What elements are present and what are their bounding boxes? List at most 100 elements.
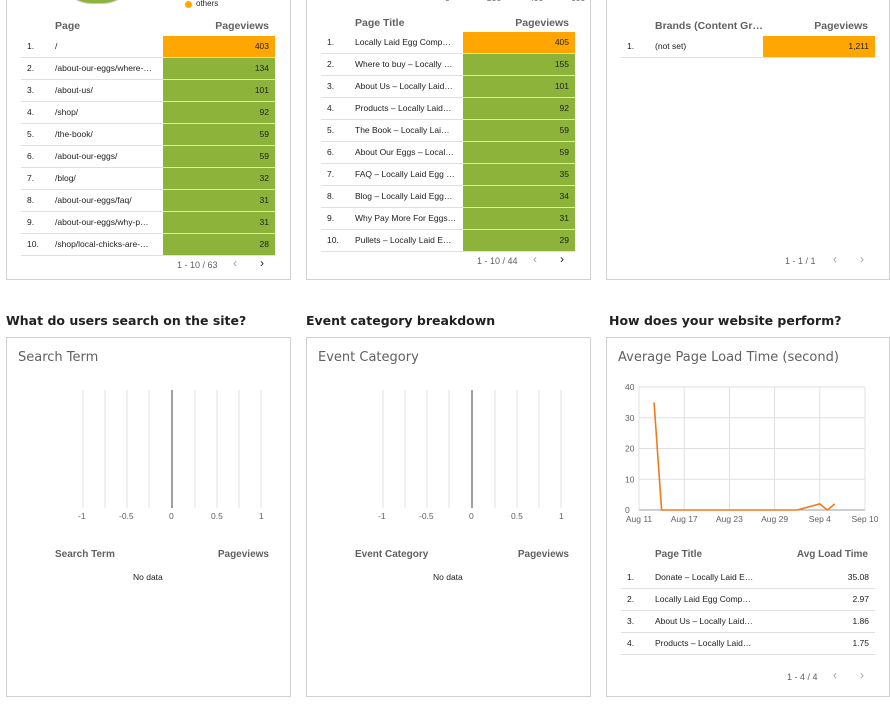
- row-value: 134: [254, 63, 269, 73]
- table-row[interactable]: 7. /blog/32: [21, 168, 275, 190]
- table-row[interactable]: 9. /about-our-eggs/why-p… 31: [21, 212, 275, 234]
- table-row[interactable]: 5. /the-book/59: [21, 124, 275, 146]
- table-row[interactable]: 2. Locally Laid Egg Comp… 2.97: [621, 589, 875, 611]
- prev-page-icon[interactable]: ‹: [833, 668, 837, 682]
- prev-page-icon[interactable]: ‹: [833, 252, 837, 266]
- col-header-pageviews[interactable]: Pageviews: [515, 17, 569, 29]
- card-title: Average Page Load Time (second): [618, 350, 839, 365]
- axis-tick: 1: [559, 511, 564, 521]
- value-bar: [463, 76, 575, 97]
- row-number: 8.: [327, 191, 335, 201]
- empty-bar-chart: [382, 390, 562, 508]
- value-bar: [463, 186, 575, 207]
- row-label: /about-us/: [55, 85, 93, 95]
- prev-page-icon[interactable]: ‹: [533, 252, 537, 266]
- row-number: 10.: [27, 239, 39, 249]
- value-bar: [463, 54, 575, 75]
- row-value: 101: [554, 81, 569, 91]
- next-page-icon[interactable]: ›: [860, 252, 864, 266]
- col-header-search-term[interactable]: Search Term: [55, 549, 115, 560]
- row-label: Products – Locally Laid…: [655, 638, 752, 648]
- table-row[interactable]: 2. Where to buy – Locally … 155: [321, 54, 575, 76]
- value-bar: [463, 32, 575, 53]
- col-header-brands[interactable]: Brands (Content Gr…: [655, 20, 763, 32]
- value-bar: [463, 230, 575, 251]
- next-page-icon[interactable]: ›: [560, 252, 564, 266]
- x-tick-label: Sep 4: [809, 514, 831, 524]
- row-number: 9.: [327, 213, 335, 223]
- col-header-pageviews[interactable]: Pageviews: [215, 20, 269, 32]
- row-value: 92: [259, 107, 269, 117]
- row-number: 4.: [27, 107, 35, 117]
- table-row[interactable]: 6. /about-our-eggs/59: [21, 146, 275, 168]
- table-row[interactable]: 8. Blog – Locally Laid Egg… 34: [321, 186, 575, 208]
- section-title-events: Event category breakdown: [306, 313, 496, 328]
- table-row[interactable]: 9. Why Pay More For Eggs… 31: [321, 208, 575, 230]
- row-number: 3.: [327, 81, 335, 91]
- table-row[interactable]: 1. (not set) 1,211: [621, 36, 875, 58]
- row-number: 1.: [627, 41, 635, 51]
- table-row[interactable]: 3. About Us – Locally Laid… 1.86: [621, 611, 875, 633]
- top-page-titles-card: 0 200 400 600 Page Title Pageviews 1. Locall…: [306, 0, 591, 280]
- table-row[interactable]: 5. The Book – Locally Lai… 59: [321, 120, 575, 142]
- row-value: 59: [559, 147, 569, 157]
- col-header-pageviews[interactable]: Pageviews: [517, 549, 569, 560]
- table-row[interactable]: 4. Products – Locally Laid… 92: [321, 98, 575, 120]
- brands-card: Brands (Content Gr… Pageviews 1. (not set…: [606, 0, 890, 280]
- row-value: 34: [559, 191, 569, 201]
- empty-bar-chart: [82, 390, 262, 508]
- axis-tick: 0.5: [511, 511, 523, 521]
- pie-chart-edge: [57, 0, 137, 4]
- y-tick-label: 10: [625, 474, 635, 484]
- table-row[interactable]: 1. Locally Laid Egg Comp… 405: [321, 32, 575, 54]
- row-label: /blog/: [55, 173, 76, 183]
- table-row[interactable]: 1. / 403: [21, 36, 275, 58]
- row-number: 2.: [627, 594, 635, 604]
- table-row[interactable]: 7. FAQ – Locally Laid Egg … 35: [321, 164, 575, 186]
- row-label: Where to buy – Locally …: [355, 59, 453, 69]
- chart-grid: [82, 390, 262, 508]
- pagination-label: 1 - 4 / 4: [787, 672, 818, 682]
- next-page-icon[interactable]: ›: [860, 668, 864, 682]
- col-header-pageviews[interactable]: Pageviews: [217, 549, 269, 560]
- row-value: 92: [559, 103, 569, 113]
- col-header-avg-load-time[interactable]: Avg Load Time: [796, 549, 868, 560]
- table-row[interactable]: 1. Donate – Locally Laid E… 35.08: [621, 567, 875, 589]
- row-label: About Our Eggs – Local…: [355, 147, 454, 157]
- prev-page-icon[interactable]: ‹: [233, 256, 237, 270]
- axis-tick: 0: [469, 511, 474, 521]
- row-value: 31: [259, 217, 269, 227]
- row-label: Pullets – Locally Laid E…: [355, 235, 452, 245]
- table-row[interactable]: 4. Products – Locally Laid… 1.75: [621, 633, 875, 655]
- table-row[interactable]: 2. /about-our-eggs/where-… 134: [21, 58, 275, 80]
- chart-grid: [382, 390, 562, 508]
- table-row[interactable]: 8. /about-our-eggs/faq/31: [21, 190, 275, 212]
- row-value: 59: [259, 151, 269, 161]
- row-label: (not set): [655, 41, 687, 51]
- col-header-page[interactable]: Page: [55, 20, 81, 32]
- x-tick-label: Aug 11: [626, 514, 653, 524]
- row-label: About Us – Locally Laid…: [355, 81, 453, 91]
- col-header-page-title[interactable]: Page Title: [655, 549, 703, 560]
- row-number: 9.: [27, 217, 35, 227]
- axis-tick: 0: [169, 511, 174, 521]
- table-row[interactable]: 6. About Our Eggs – Local… 59: [321, 142, 575, 164]
- next-page-icon[interactable]: ›: [260, 256, 264, 270]
- col-header-event-category[interactable]: Event Category: [355, 549, 429, 560]
- col-header-page-title[interactable]: Page Title: [355, 17, 405, 29]
- table-row[interactable]: 10. Pullets – Locally Laid E… 29: [321, 230, 575, 252]
- table-row[interactable]: 4. /shop/92: [21, 102, 275, 124]
- row-value: 59: [559, 125, 569, 135]
- value-bar: [163, 36, 275, 57]
- row-value: 101: [254, 85, 269, 95]
- table-row[interactable]: 3. /about-us/101: [21, 80, 275, 102]
- table-row[interactable]: 10. /shop/local-chicks-are-… 28: [21, 234, 275, 256]
- axis-tick: 0: [445, 0, 450, 3]
- row-label: Donate – Locally Laid E…: [655, 572, 754, 582]
- axis-tick: -1: [378, 511, 386, 521]
- value-bar: [463, 142, 575, 163]
- table-row[interactable]: 3. About Us – Locally Laid… 101: [321, 76, 575, 98]
- col-header-pageviews[interactable]: Pageviews: [814, 20, 868, 32]
- row-label: About Us – Locally Laid…: [655, 616, 753, 626]
- axis-tick: 200: [487, 0, 501, 3]
